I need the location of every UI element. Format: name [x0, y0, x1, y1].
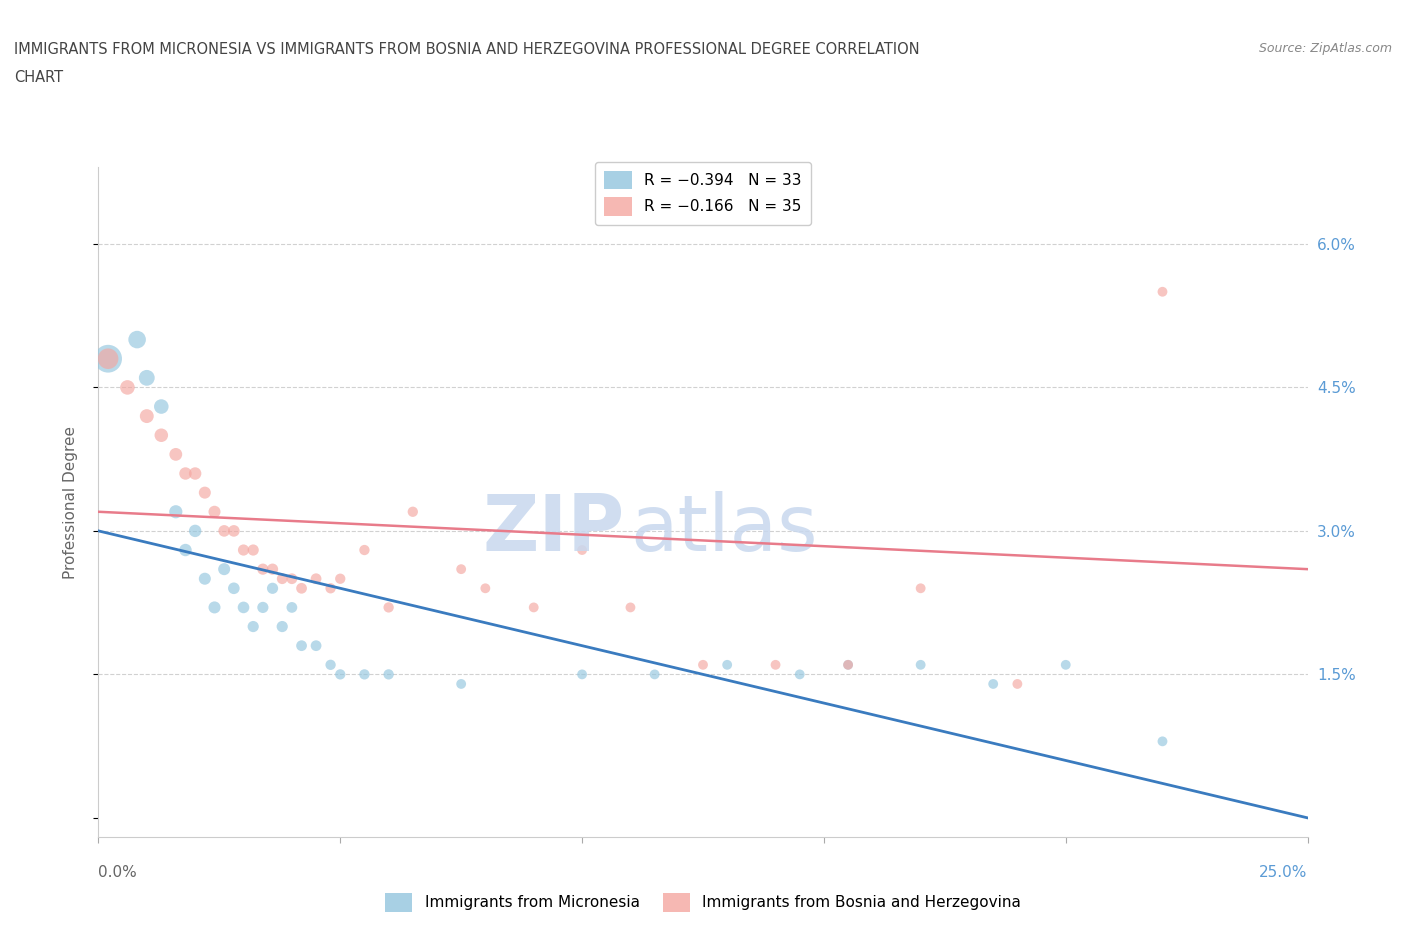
Point	[716, 658, 738, 672]
Point	[1054, 658, 1077, 672]
Point	[450, 562, 472, 577]
Point	[910, 581, 932, 596]
Point	[232, 600, 254, 615]
Point	[135, 408, 157, 423]
Point	[281, 571, 304, 586]
Point	[97, 352, 120, 366]
Point	[204, 504, 226, 519]
Point	[789, 667, 811, 682]
Text: 25.0%: 25.0%	[1260, 865, 1308, 880]
Point	[319, 658, 342, 672]
Text: IMMIGRANTS FROM MICRONESIA VS IMMIGRANTS FROM BOSNIA AND HERZEGOVINA PROFESSIONA: IMMIGRANTS FROM MICRONESIA VS IMMIGRANTS…	[14, 42, 920, 57]
Point	[242, 619, 264, 634]
Point	[252, 600, 274, 615]
Point	[194, 485, 217, 500]
Point	[290, 638, 312, 653]
Point	[765, 658, 787, 672]
Point	[271, 619, 294, 634]
Point	[97, 352, 120, 366]
Point	[204, 600, 226, 615]
Point	[329, 571, 352, 586]
Point	[353, 667, 375, 682]
Legend: Immigrants from Micronesia, Immigrants from Bosnia and Herzegovina: Immigrants from Micronesia, Immigrants f…	[378, 887, 1028, 918]
Point	[837, 658, 859, 672]
Legend: R = −0.394   N = 33, R = −0.166   N = 35: R = −0.394 N = 33, R = −0.166 N = 35	[595, 162, 811, 225]
Y-axis label: Professional Degree: Professional Degree	[63, 426, 77, 578]
Text: Source: ZipAtlas.com: Source: ZipAtlas.com	[1258, 42, 1392, 55]
Point	[377, 667, 399, 682]
Point	[165, 504, 187, 519]
Point	[290, 581, 312, 596]
Point	[135, 370, 157, 385]
Point	[305, 571, 328, 586]
Point	[184, 524, 207, 538]
Point	[252, 562, 274, 577]
Point	[474, 581, 496, 596]
Point	[644, 667, 666, 682]
Point	[1007, 676, 1029, 691]
Point	[212, 524, 235, 538]
Point	[271, 571, 294, 586]
Text: CHART: CHART	[14, 70, 63, 85]
Text: atlas: atlas	[630, 491, 818, 567]
Point	[194, 571, 217, 586]
Point	[837, 658, 859, 672]
Point	[222, 581, 245, 596]
Point	[692, 658, 714, 672]
Point	[242, 542, 264, 557]
Text: ZIP: ZIP	[482, 491, 624, 567]
Point	[377, 600, 399, 615]
Point	[232, 542, 254, 557]
Point	[571, 542, 593, 557]
Point	[319, 581, 342, 596]
Point	[262, 581, 284, 596]
Point	[329, 667, 352, 682]
Point	[222, 524, 245, 538]
Text: 0.0%: 0.0%	[98, 865, 138, 880]
Point	[402, 504, 425, 519]
Point	[571, 667, 593, 682]
Point	[981, 676, 1004, 691]
Point	[262, 562, 284, 577]
Point	[212, 562, 235, 577]
Point	[353, 542, 375, 557]
Point	[127, 332, 149, 347]
Point	[1152, 734, 1174, 749]
Point	[450, 676, 472, 691]
Point	[165, 447, 187, 462]
Point	[150, 399, 173, 414]
Point	[281, 600, 304, 615]
Point	[150, 428, 173, 443]
Point	[174, 542, 197, 557]
Point	[1152, 285, 1174, 299]
Point	[523, 600, 546, 615]
Point	[117, 380, 139, 395]
Point	[184, 466, 207, 481]
Point	[305, 638, 328, 653]
Point	[910, 658, 932, 672]
Point	[174, 466, 197, 481]
Point	[619, 600, 641, 615]
